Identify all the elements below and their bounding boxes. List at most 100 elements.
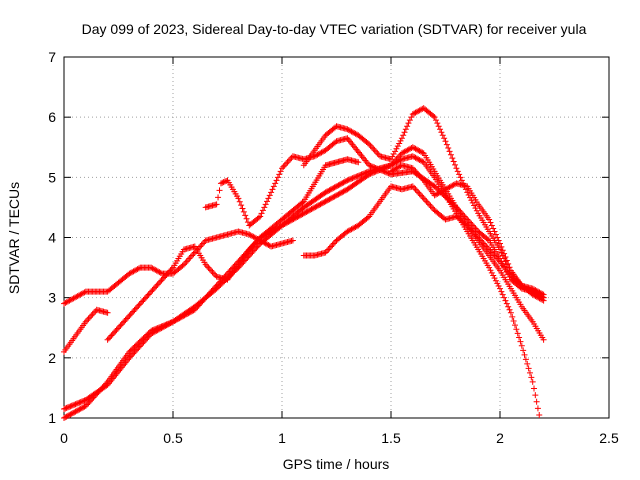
data-point (113, 326, 120, 333)
data-point (430, 113, 437, 120)
data-point (63, 404, 70, 411)
data-point (353, 173, 360, 180)
data-point (69, 402, 76, 409)
data-point (502, 297, 509, 304)
data-point (473, 207, 480, 214)
data-point (204, 263, 211, 270)
data-point (499, 291, 506, 298)
data-point (280, 163, 287, 170)
data-point (339, 189, 346, 196)
data-point (152, 284, 159, 291)
data-point (289, 237, 296, 244)
data-point (240, 208, 247, 215)
data-point (64, 404, 71, 411)
data-point (67, 411, 74, 418)
data-point (488, 222, 495, 229)
data-point (517, 338, 524, 345)
data-point (84, 401, 91, 408)
data-point (321, 199, 328, 206)
data-point (413, 187, 420, 194)
data-point (341, 187, 348, 194)
data-point (305, 207, 312, 214)
data-point (85, 315, 92, 322)
data-point (190, 251, 197, 258)
data-point (116, 324, 123, 331)
data-point (499, 247, 506, 254)
data-point (308, 206, 315, 213)
data-point (488, 249, 495, 256)
data-point (179, 262, 186, 269)
data-point (388, 156, 394, 163)
data-point (71, 409, 78, 416)
data-point (254, 243, 261, 250)
data-point (114, 325, 121, 332)
data-point (309, 205, 316, 212)
data-point (492, 277, 499, 284)
data-point (130, 350, 137, 357)
data-point (162, 321, 169, 328)
data-point (494, 234, 501, 241)
data-point (264, 198, 271, 205)
data-point (513, 326, 520, 333)
data-point (422, 196, 429, 203)
data-point (284, 159, 291, 166)
data-point (529, 378, 536, 385)
data-point (322, 189, 329, 196)
data-point (220, 179, 227, 186)
data-point (415, 189, 422, 196)
data-point (349, 175, 356, 182)
data-point (490, 272, 497, 279)
data-point (75, 407, 82, 414)
data-point (102, 381, 109, 388)
data-point (366, 162, 373, 169)
data-point (155, 324, 162, 331)
data-point (452, 161, 459, 168)
data-point (300, 210, 307, 217)
data-point (419, 158, 426, 165)
data-point (430, 205, 437, 212)
data-point (456, 171, 463, 178)
data-point (374, 150, 381, 157)
data-point (486, 216, 493, 223)
data-point (80, 404, 87, 411)
data-point (158, 277, 165, 284)
data-point (398, 135, 405, 142)
data-point (272, 180, 279, 187)
data-point (528, 374, 535, 381)
data-point (84, 317, 91, 324)
data-point (199, 240, 206, 247)
data-point (498, 243, 505, 250)
data-point (411, 184, 418, 191)
data-point (330, 194, 337, 201)
data-point (505, 271, 512, 278)
data-point (532, 392, 539, 399)
data-point (100, 383, 107, 390)
data-point (182, 260, 189, 267)
data-point (336, 190, 343, 197)
data-point (82, 402, 89, 409)
data-point (312, 204, 319, 211)
data-series (61, 105, 547, 421)
x-tick-label: 2.5 (599, 430, 619, 446)
data-point (323, 188, 330, 195)
data-point (215, 194, 222, 201)
data-point (397, 137, 404, 144)
data-point (184, 257, 191, 264)
data-point (277, 168, 284, 175)
data-point (161, 322, 168, 329)
data-point (198, 242, 205, 249)
data-point (75, 400, 82, 407)
y-tick-label: 6 (48, 109, 56, 125)
data-point (471, 202, 478, 209)
data-point (150, 326, 157, 333)
data-point (128, 352, 135, 359)
data-point (437, 126, 444, 133)
data-point (167, 267, 174, 274)
data-point (268, 189, 275, 196)
data-point (329, 242, 336, 249)
data-point (359, 170, 366, 177)
data-point (249, 249, 256, 256)
data-point (327, 195, 334, 202)
data-point (389, 153, 396, 160)
data-point (109, 331, 116, 338)
